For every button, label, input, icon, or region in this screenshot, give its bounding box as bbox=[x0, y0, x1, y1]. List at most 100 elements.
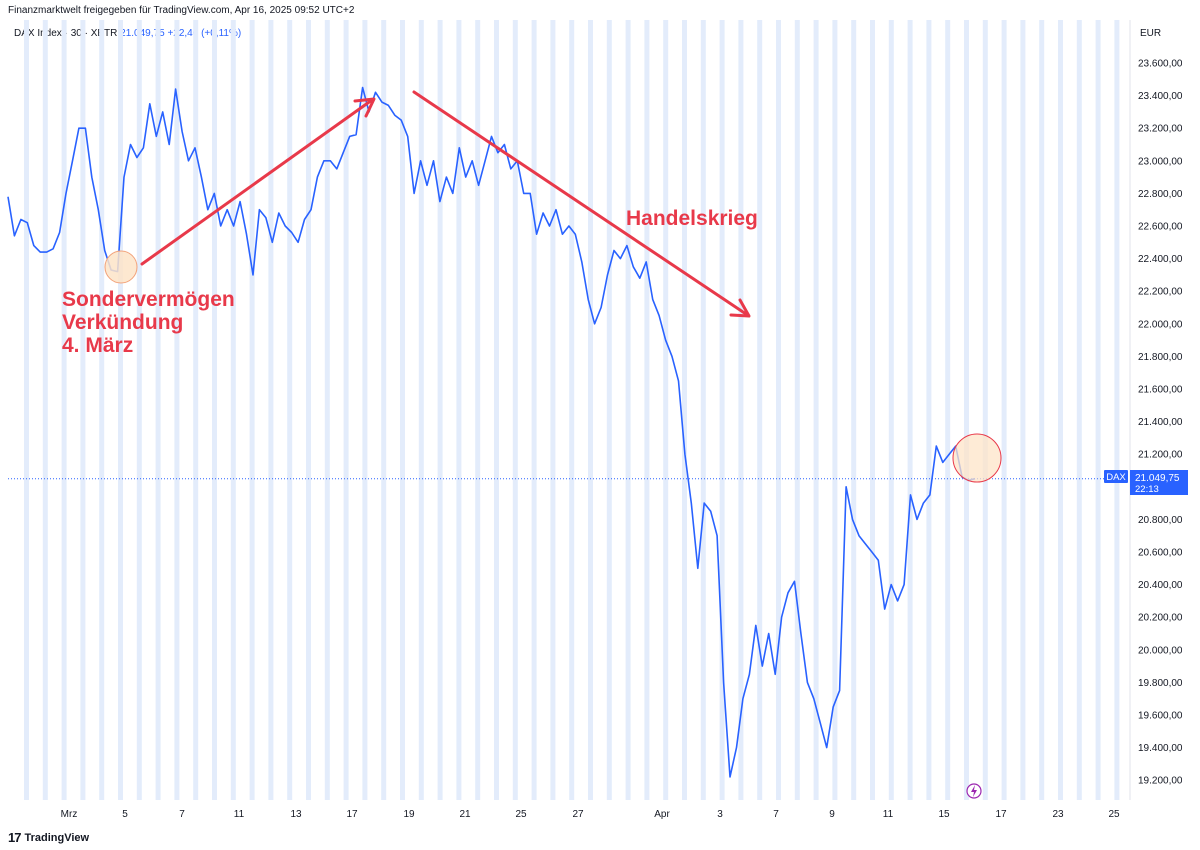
session-bands bbox=[24, 20, 1120, 800]
session-band bbox=[1039, 20, 1045, 800]
y-tick-label: 19.400,00 bbox=[1138, 743, 1183, 754]
session-band bbox=[1095, 20, 1101, 800]
lightning-icon bbox=[966, 783, 982, 799]
session-band bbox=[719, 20, 725, 800]
uptrend-arrow bbox=[140, 98, 374, 266]
session-band bbox=[757, 20, 763, 800]
price-tag-symbol: DAX bbox=[1106, 472, 1126, 483]
y-tick-label: 22.400,00 bbox=[1138, 254, 1183, 265]
x-tick-label: 5 bbox=[122, 809, 128, 820]
y-tick-label: 19.800,00 bbox=[1138, 678, 1183, 689]
price-tag-countdown: 22:13 bbox=[1135, 484, 1159, 495]
downtrend-arrowhead bbox=[729, 298, 751, 318]
session-band bbox=[99, 20, 105, 800]
x-tick-label: 23 bbox=[1052, 809, 1064, 820]
x-tick-label: Apr bbox=[654, 809, 670, 820]
dax-series-line bbox=[7, 86, 976, 778]
session-band bbox=[343, 20, 349, 800]
session-band bbox=[118, 20, 123, 800]
price-tag-symbol-box bbox=[1104, 470, 1128, 483]
session-band bbox=[1114, 20, 1120, 800]
session-band bbox=[1058, 20, 1063, 800]
y-tick-label: 20.200,00 bbox=[1138, 613, 1183, 624]
session-band bbox=[306, 20, 311, 800]
x-tick-label: 11 bbox=[234, 809, 245, 820]
session-band bbox=[794, 20, 800, 800]
session-band bbox=[682, 20, 687, 800]
x-tick-label: 7 bbox=[179, 809, 185, 820]
y-tick-label: 19.200,00 bbox=[1138, 776, 1183, 787]
y-tick-label: 23.400,00 bbox=[1138, 91, 1183, 102]
session-band bbox=[174, 20, 180, 800]
session-band bbox=[776, 20, 781, 800]
y-tick-label: 20.000,00 bbox=[1138, 645, 1183, 656]
session-band bbox=[569, 20, 575, 800]
x-tick-label: 21 bbox=[459, 809, 471, 820]
session-band bbox=[588, 20, 593, 800]
session-band bbox=[24, 20, 29, 800]
y-tick-label: 23.000,00 bbox=[1138, 156, 1183, 167]
session-band bbox=[230, 20, 236, 800]
last-price: 21.049,75 bbox=[120, 28, 165, 39]
y-tick-label: 23.600,00 bbox=[1138, 59, 1183, 70]
session-band bbox=[136, 20, 142, 800]
session-band bbox=[80, 20, 86, 800]
session-band bbox=[268, 20, 274, 800]
session-band bbox=[456, 20, 462, 800]
session-band bbox=[606, 20, 612, 800]
x-tick-label: 25 bbox=[515, 809, 527, 820]
session-band bbox=[926, 20, 932, 800]
tradingview-logo[interactable]: 17 TradingView bbox=[8, 830, 89, 845]
session-band bbox=[437, 20, 443, 800]
logo-text: TradingView bbox=[24, 831, 90, 844]
session-band bbox=[494, 20, 499, 800]
currency-label[interactable]: EUR bbox=[1140, 28, 1162, 39]
price-tag: DAX 21.049,75 22:13 bbox=[1104, 470, 1188, 495]
y-tick-label: 21.400,00 bbox=[1138, 417, 1183, 428]
session-band bbox=[381, 20, 387, 800]
price-tag-value-box bbox=[1130, 470, 1188, 495]
x-tick-label: 15 bbox=[938, 809, 950, 820]
price-change: +22,46 (+0,11%) bbox=[167, 28, 242, 39]
session-band bbox=[1001, 20, 1007, 800]
session-band bbox=[193, 20, 199, 800]
y-tick-label: 21.200,00 bbox=[1138, 450, 1183, 461]
y-tick-label: 20.600,00 bbox=[1138, 548, 1183, 559]
x-tick-label: 3 bbox=[717, 809, 723, 820]
y-tick-label: 21.800,00 bbox=[1138, 352, 1183, 363]
session-band bbox=[475, 20, 481, 800]
annotation-verkuendung: Verkündung bbox=[62, 311, 183, 334]
session-band bbox=[907, 20, 913, 800]
session-band bbox=[964, 20, 969, 800]
session-band bbox=[832, 20, 838, 800]
y-tick-label: 22.600,00 bbox=[1138, 222, 1183, 233]
x-tick-label: 19 bbox=[403, 809, 415, 820]
x-tick-label: 25 bbox=[1108, 809, 1120, 820]
y-tick-label: 20.400,00 bbox=[1138, 580, 1183, 591]
session-band bbox=[700, 20, 706, 800]
y-tick-label: 20.800,00 bbox=[1138, 515, 1183, 526]
session-band bbox=[155, 20, 161, 800]
highlight-circle-current bbox=[952, 433, 1002, 483]
session-band bbox=[945, 20, 951, 800]
session-band bbox=[738, 20, 744, 800]
session-band bbox=[644, 20, 650, 800]
x-tick-label: Mrz bbox=[61, 809, 78, 820]
x-tick-label: 17 bbox=[346, 809, 358, 820]
y-tick-label: 22.800,00 bbox=[1138, 189, 1183, 200]
session-band bbox=[813, 20, 819, 800]
y-tick-label: 23.200,00 bbox=[1138, 124, 1183, 135]
session-band bbox=[888, 20, 894, 800]
session-band bbox=[1076, 20, 1082, 800]
session-band bbox=[982, 20, 988, 800]
x-tick-label: 13 bbox=[290, 809, 302, 820]
session-band bbox=[362, 20, 368, 800]
session-band bbox=[212, 20, 217, 800]
session-band bbox=[531, 20, 537, 800]
session-band bbox=[851, 20, 857, 800]
session-band bbox=[287, 20, 293, 800]
y-tick-label: 19.600,00 bbox=[1138, 711, 1183, 722]
session-band bbox=[1020, 20, 1026, 800]
session-band bbox=[249, 20, 255, 800]
